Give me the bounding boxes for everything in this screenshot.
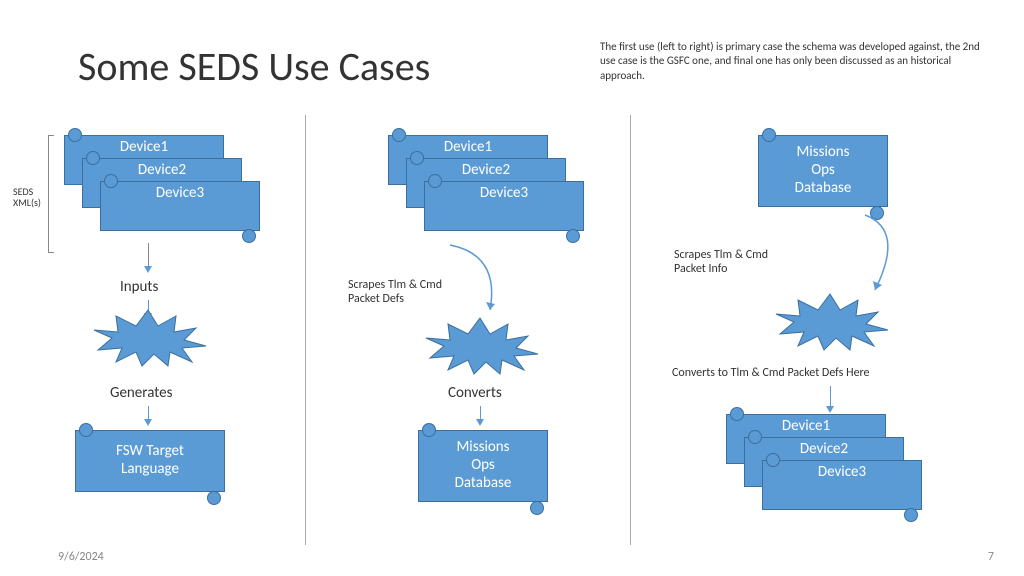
- tool-starburst: Tool: [770, 292, 890, 352]
- arrow-down-icon: [148, 406, 149, 421]
- side-label: SEDS XML(s): [13, 186, 41, 208]
- input-scroll: Missions Ops Database: [758, 135, 888, 213]
- device-label: Device3: [100, 184, 260, 202]
- slide-title: Some SEDS Use Cases: [78, 42, 430, 91]
- input-label: Missions Ops Database: [758, 143, 888, 197]
- curve-arrow-icon: [860, 210, 910, 300]
- arrow-down-icon: [148, 243, 149, 268]
- flow-label: Generates: [110, 384, 172, 402]
- output-label: Missions Ops Database: [418, 438, 548, 492]
- tool-label: Tool: [540, 336, 660, 354]
- device-scroll: Device3: [100, 181, 260, 236]
- tool-starburst: Tool: [420, 316, 540, 376]
- arrow-down-icon: [480, 406, 481, 421]
- output-label: FSW Target Language: [75, 442, 225, 478]
- column-separator: [630, 115, 631, 545]
- tool-starburst: Tool: [88, 308, 208, 368]
- footer-page-number: 7: [988, 550, 994, 564]
- tool-label: Tool: [208, 328, 328, 346]
- output-scroll: Missions Ops Database: [418, 430, 548, 508]
- device-label: Device3: [762, 463, 922, 481]
- annotation: Converts to Tlm & Cmd Packet Defs Here: [672, 366, 870, 380]
- output-scroll: FSW Target Language: [75, 430, 225, 498]
- curve-arrow-icon: [440, 240, 510, 320]
- tool-label: Tool: [890, 312, 1010, 330]
- flow-label: Converts: [448, 384, 502, 402]
- bracket-icon: [48, 135, 54, 253]
- flow-label: Inputs: [120, 278, 158, 296]
- device-label: Device3: [424, 184, 584, 202]
- device-scroll: Device3: [424, 181, 584, 236]
- arrow-down-icon: [830, 386, 831, 408]
- annotation: Scrapes Tlm & Cmd Packet Defs: [348, 278, 442, 307]
- device-scroll: Device3: [762, 460, 922, 515]
- slide-description: The first use (left to right) is primary…: [600, 40, 980, 83]
- footer-date: 9/6/2024: [58, 550, 104, 564]
- annotation: Scrapes Tlm & Cmd Packet Info: [674, 248, 768, 277]
